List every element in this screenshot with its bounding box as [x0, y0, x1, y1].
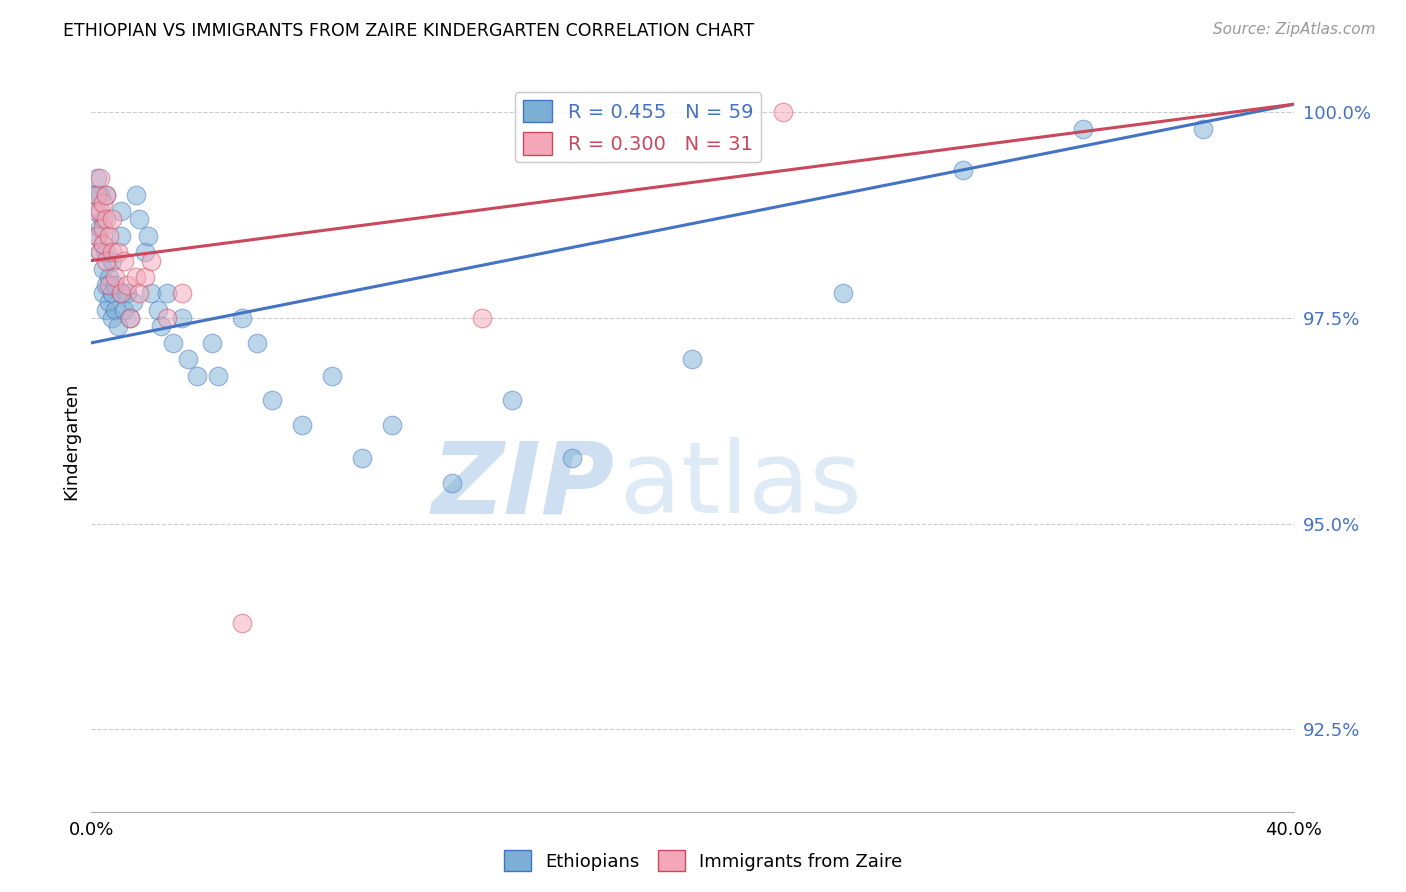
Y-axis label: Kindergarten: Kindergarten: [62, 383, 80, 500]
Point: [104, 302, 127, 317]
Point: [98, 278, 121, 293]
Point: [120, 311, 142, 326]
Point: [138, 228, 160, 243]
Point: [381, 418, 404, 433]
Point: [110, 204, 132, 219]
Point: [128, 286, 150, 301]
Point: [96, 253, 118, 268]
Point: [93, 237, 115, 252]
Point: [162, 335, 184, 350]
Point: [93, 261, 115, 276]
Point: [207, 368, 229, 383]
Point: [101, 311, 124, 326]
Point: [101, 212, 124, 227]
Point: [89, 171, 111, 186]
Point: [141, 253, 163, 268]
Point: [561, 450, 583, 465]
Text: ZIP: ZIP: [432, 437, 614, 534]
Point: [86, 187, 108, 202]
Point: [952, 163, 974, 178]
Point: [110, 286, 132, 301]
Text: ETHIOPIAN VS IMMIGRANTS FROM ZAIRE KINDERGARTEN CORRELATION CHART: ETHIOPIAN VS IMMIGRANTS FROM ZAIRE KINDE…: [63, 22, 755, 40]
Point: [96, 187, 118, 202]
Point: [117, 286, 139, 301]
Point: [101, 245, 124, 260]
Point: [155, 286, 177, 301]
Point: [122, 294, 145, 309]
Point: [86, 204, 108, 219]
Point: [134, 245, 156, 260]
Point: [101, 253, 124, 268]
Point: [89, 204, 111, 219]
Point: [772, 105, 794, 120]
Point: [93, 212, 115, 227]
Point: [141, 286, 163, 301]
Point: [471, 311, 494, 326]
Point: [246, 335, 269, 350]
Point: [201, 335, 224, 350]
Point: [149, 319, 172, 334]
Point: [93, 220, 115, 235]
Point: [96, 245, 118, 260]
Point: [176, 352, 198, 367]
Legend: Ethiopians, Immigrants from Zaire: Ethiopians, Immigrants from Zaire: [496, 843, 910, 879]
Point: [146, 302, 169, 317]
Point: [291, 418, 314, 433]
Point: [110, 228, 132, 243]
Point: [831, 286, 853, 301]
Point: [186, 368, 208, 383]
Point: [1192, 122, 1215, 136]
Point: [86, 228, 108, 243]
Point: [89, 245, 111, 260]
Point: [125, 270, 148, 285]
Point: [96, 278, 118, 293]
Point: [134, 270, 156, 285]
Point: [89, 245, 111, 260]
Point: [120, 311, 142, 326]
Point: [86, 228, 108, 243]
Point: [170, 286, 193, 301]
Point: [107, 245, 129, 260]
Point: [89, 187, 111, 202]
Point: [96, 302, 118, 317]
Text: Source: ZipAtlas.com: Source: ZipAtlas.com: [1212, 22, 1375, 37]
Point: [231, 615, 253, 630]
Point: [114, 253, 136, 268]
Point: [83, 187, 105, 202]
Point: [128, 212, 150, 227]
Point: [98, 228, 121, 243]
Point: [104, 278, 127, 293]
Point: [96, 187, 118, 202]
Point: [96, 212, 118, 227]
Point: [93, 286, 115, 301]
Text: atlas: atlas: [620, 437, 862, 534]
Point: [93, 196, 115, 211]
Point: [1071, 122, 1094, 136]
Point: [681, 352, 703, 367]
Point: [89, 220, 111, 235]
Point: [350, 450, 373, 465]
Point: [83, 204, 105, 219]
Point: [155, 311, 177, 326]
Point: [125, 187, 148, 202]
Legend: R = 0.455   N = 59, R = 0.300   N = 31: R = 0.455 N = 59, R = 0.300 N = 31: [516, 92, 761, 162]
Point: [104, 270, 127, 285]
Point: [107, 319, 129, 334]
Point: [231, 311, 253, 326]
Point: [98, 270, 121, 285]
Point: [86, 171, 108, 186]
Point: [321, 368, 343, 383]
Point: [260, 393, 283, 408]
Point: [170, 311, 193, 326]
Point: [98, 294, 121, 309]
Point: [440, 475, 463, 490]
Point: [110, 286, 132, 301]
Point: [93, 237, 115, 252]
Point: [117, 278, 139, 293]
Point: [101, 286, 124, 301]
Point: [501, 393, 523, 408]
Point: [114, 302, 136, 317]
